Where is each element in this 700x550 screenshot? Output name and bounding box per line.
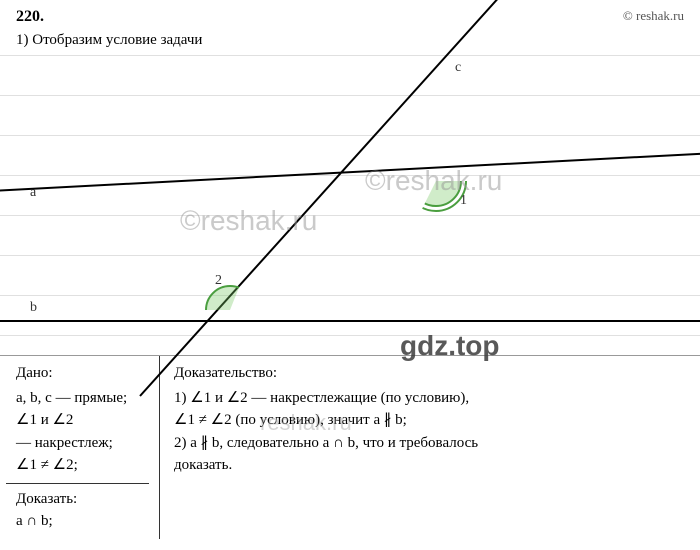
line-c — [139, 0, 555, 397]
label-a: a — [30, 185, 36, 201]
geometry-diagram: a b c 1 2 ©reshak.ru ©reshak.ru gdz.top — [0, 55, 700, 355]
grid-line — [0, 95, 700, 96]
grid-line — [0, 175, 700, 176]
given-heading: Дано: — [16, 362, 149, 385]
label-angle-2: 2 — [215, 273, 222, 289]
grid-line — [0, 215, 700, 216]
given-text: a, b, c — прямые; — [16, 387, 149, 410]
proof-section: Дано: a, b, c — прямые; ∠1 и ∠2 — накрес… — [0, 355, 700, 539]
prove-text: a ∩ b; — [16, 510, 149, 533]
grid-line — [0, 335, 700, 336]
line-a — [0, 152, 700, 192]
grid-line — [0, 135, 700, 136]
header: 220. © reshak.ru — [0, 0, 700, 30]
proof-text: 1) ∠1 и ∠2 — накрестлежащие (по условию)… — [174, 387, 686, 410]
step-label: 1) Отобразим условие задачи — [0, 30, 700, 55]
line-b — [0, 320, 700, 322]
grid-line — [0, 55, 700, 56]
proof-text: ∠1 ≠ ∠2 (по условию), значит a ∦ b; — [174, 409, 686, 432]
label-angle-1: 1 — [460, 193, 467, 209]
problem-number: 220. — [16, 8, 44, 26]
grid-line — [0, 255, 700, 256]
angle-2-arc — [205, 285, 255, 335]
given-column: Дано: a, b, c — прямые; ∠1 и ∠2 — накрес… — [0, 356, 160, 539]
label-c: c — [455, 60, 461, 76]
angle-1-arc-outer — [405, 150, 467, 212]
proof-column: Доказательство: 1) ∠1 и ∠2 — накрестлежа… — [160, 356, 700, 539]
proof-heading: Доказательство: — [174, 362, 686, 385]
divider — [6, 483, 149, 484]
given-text: ∠1 и ∠2 — [16, 409, 149, 432]
given-text: — накрестлеж; — [16, 432, 149, 455]
grid-line — [0, 295, 700, 296]
label-b: b — [30, 300, 37, 316]
site-credit: © reshak.ru — [623, 8, 684, 26]
proof-text: доказать. — [174, 454, 686, 477]
prove-heading: Доказать: — [16, 488, 149, 511]
proof-text: 2) a ∦ b, следовательно a ∩ b, что и тре… — [174, 432, 686, 455]
given-text: ∠1 ≠ ∠2; — [16, 454, 149, 477]
